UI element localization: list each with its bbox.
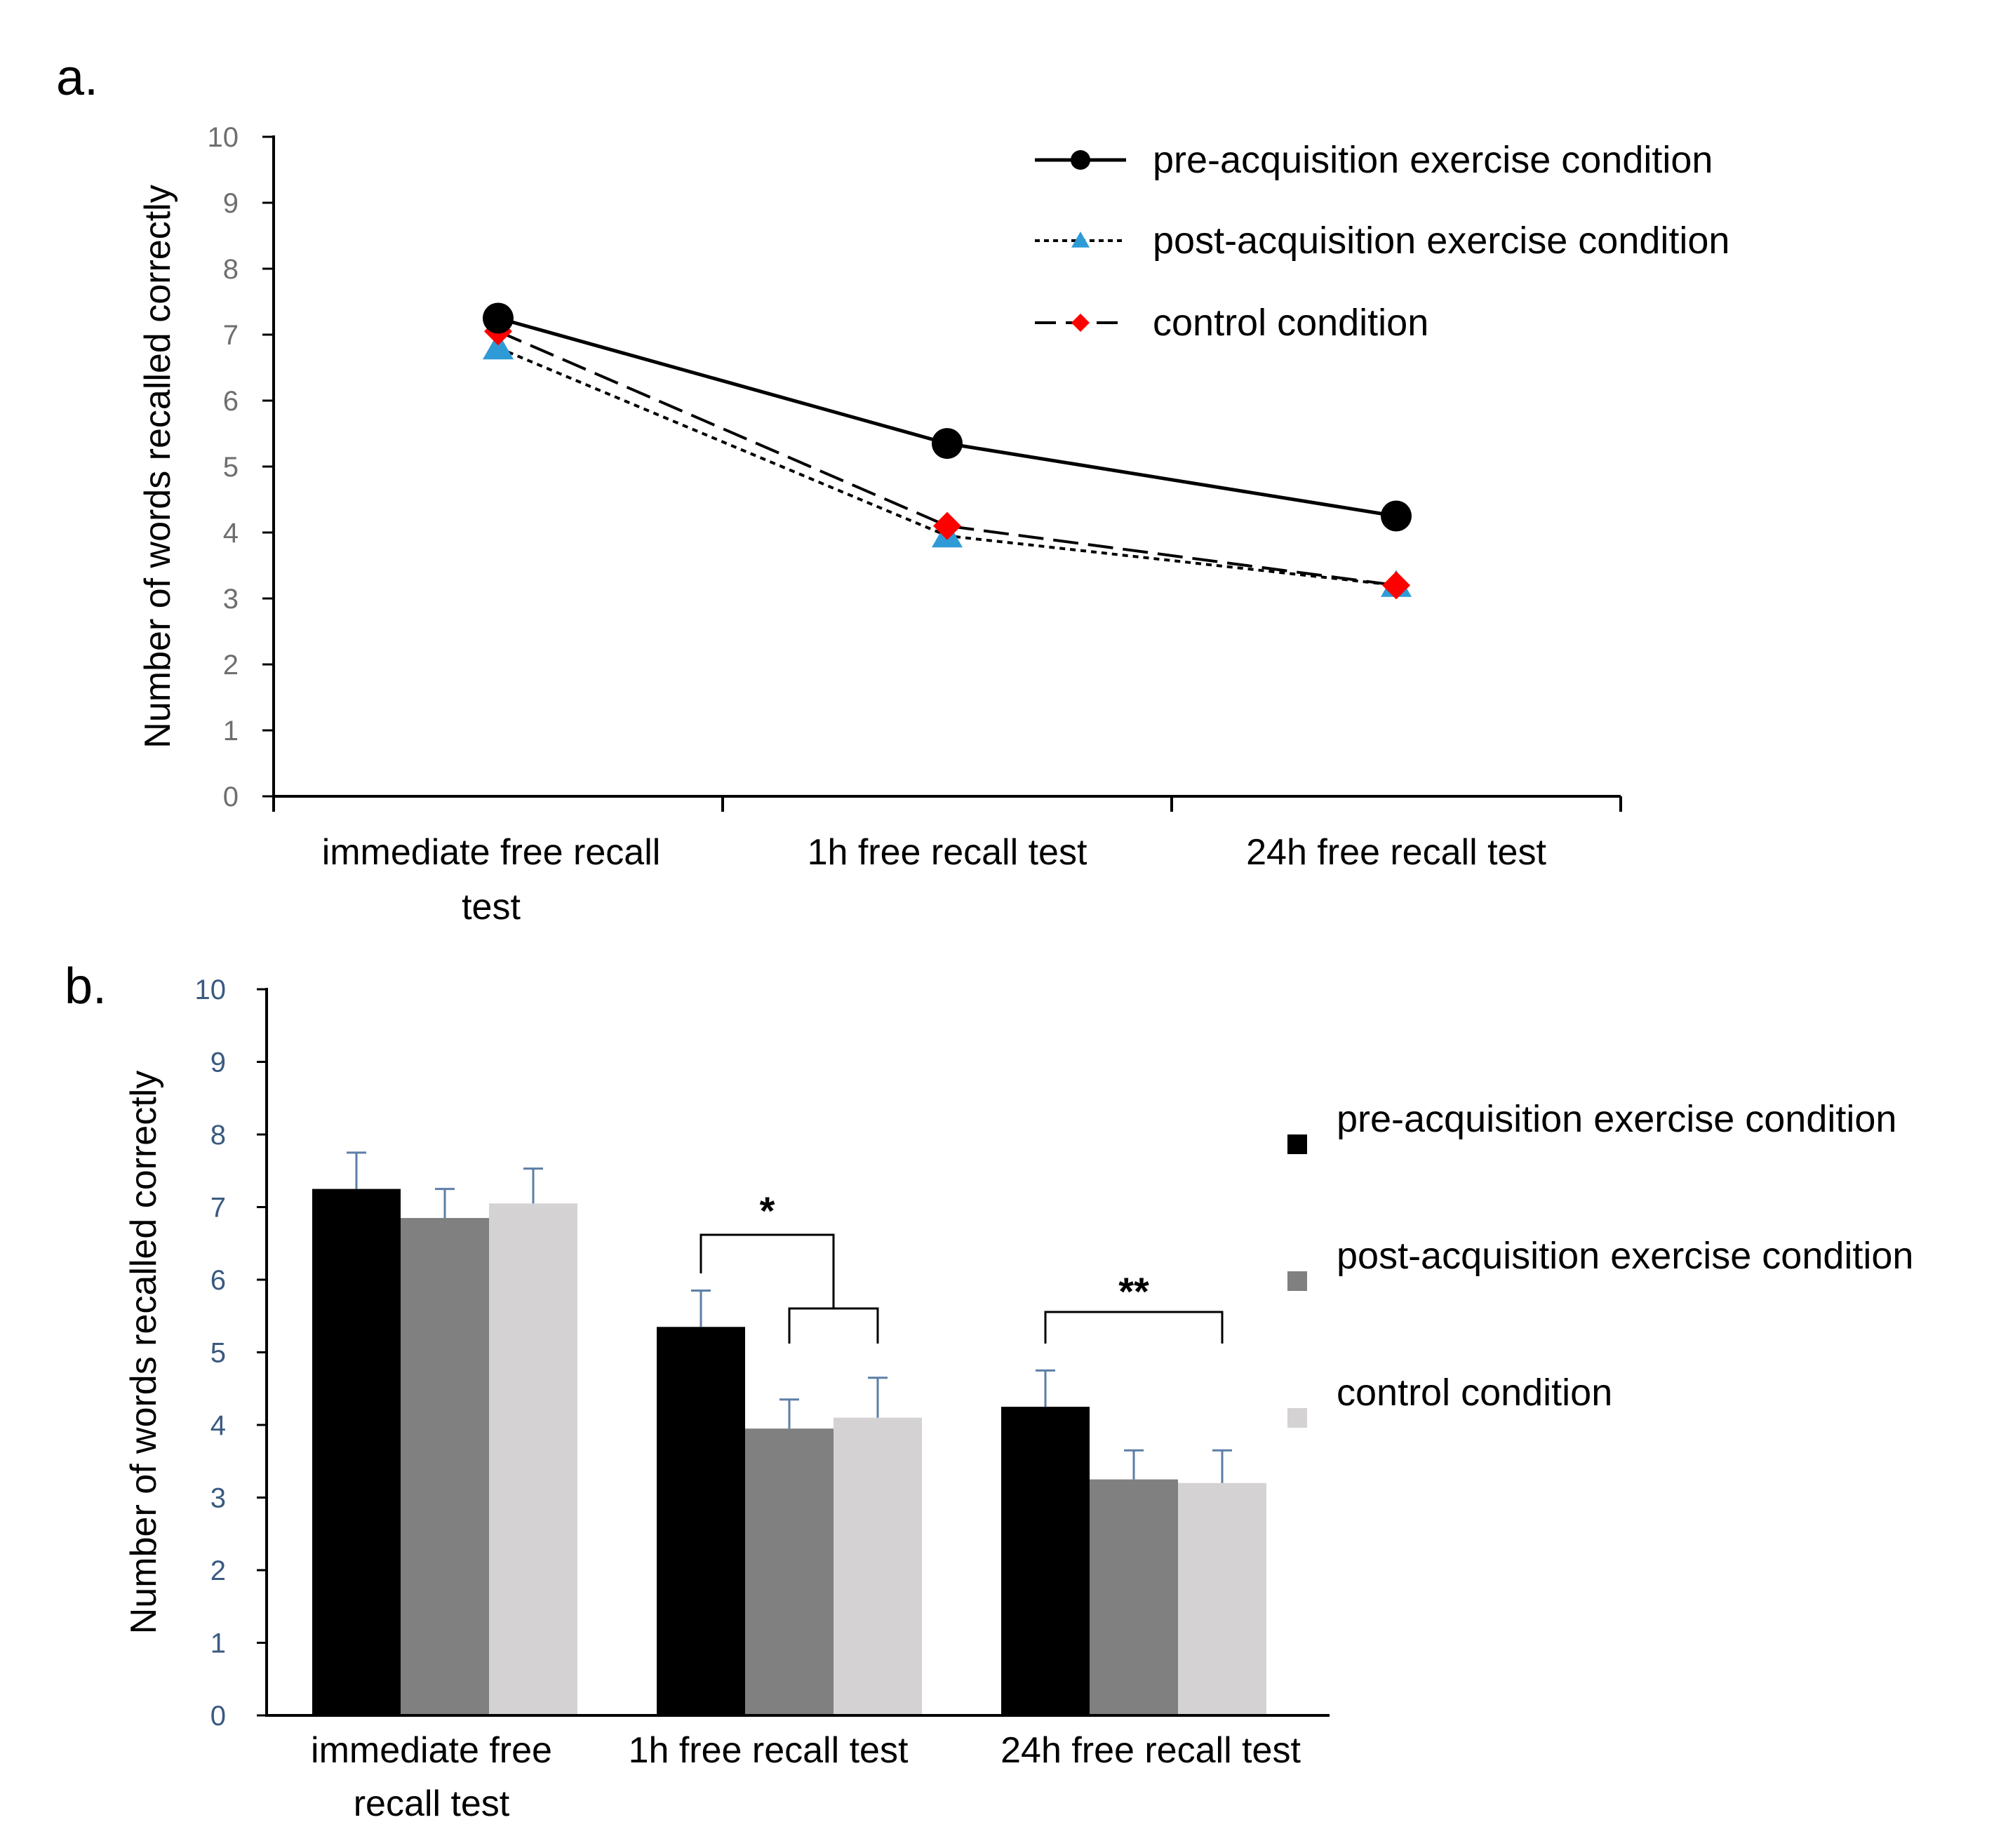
data-point-a — [933, 511, 961, 540]
line-chart-panel: a. 0 1 2 3 4 5 6 7 8 9 10 immediate free recall test 1… — [56, 50, 1729, 928]
y-tick-label-a: 3 — [223, 584, 239, 615]
legend-label-b: pre-acquisition exercise condition — [1337, 1098, 1896, 1140]
x-category-label-b: recall test — [354, 1783, 510, 1824]
series-line-a — [497, 316, 1397, 518]
significance-label-b: ** — [1118, 1269, 1149, 1313]
legend-swatch-b — [1287, 1408, 1307, 1428]
y-axis-title-a: Number of words recalled correctly — [138, 185, 178, 748]
x-category-label-a: 24h free recall test — [1246, 832, 1546, 873]
y-tick-label-a: 4 — [223, 518, 239, 549]
y-tick-label-a: 7 — [223, 320, 239, 351]
bar-b — [401, 1218, 489, 1715]
y-tick-label-b: 9 — [210, 1047, 226, 1078]
y-tick-label-b: 10 — [195, 975, 227, 1005]
y-tick-label-a: 5 — [223, 452, 239, 483]
data-point-a — [483, 302, 514, 334]
legend-label-a: pre-acquisition exercise condition — [1153, 139, 1713, 181]
legend-marker-a — [1071, 150, 1090, 170]
bar-b — [1178, 1482, 1266, 1715]
y-tick-label-b: 4 — [210, 1410, 226, 1441]
y-tick-label-b: 0 — [210, 1701, 226, 1732]
panel-label-a: a. — [56, 50, 98, 106]
x-category-label-a: test — [462, 887, 521, 928]
panel-label-b: b. — [65, 958, 107, 1015]
data-point-a — [1381, 500, 1412, 532]
bar-b — [657, 1327, 745, 1715]
x-category-label-b: immediate free — [311, 1730, 552, 1771]
y-tick-label-b: 7 — [210, 1193, 226, 1224]
y-tick-label-a: 9 — [223, 188, 239, 219]
x-category-label-b: 24h free recall test — [1000, 1730, 1301, 1771]
bar-b — [1001, 1407, 1090, 1715]
significance-bracket-b — [700, 1233, 835, 1308]
legend-marker-a — [1071, 314, 1090, 332]
legend-label-b: control condition — [1337, 1372, 1612, 1414]
bar-chart-panel: b. 0 1 2 3 4 5 6 7 8 9 10 immediate free recall test 1… — [65, 958, 1913, 1824]
bar-b — [312, 1189, 401, 1715]
significance-bracket-b — [1044, 1311, 1224, 1344]
y-tick-label-b: 1 — [210, 1628, 226, 1659]
legend-label-b: post-acquisition exercise condition — [1337, 1235, 1913, 1277]
legend-swatch-b — [1287, 1134, 1307, 1154]
bar-b — [1090, 1479, 1178, 1715]
y-tick-label-a: 8 — [223, 254, 239, 285]
data-point-a — [932, 428, 963, 460]
x-category-label-a: immediate free recall — [322, 832, 661, 873]
y-tick-label-b: 3 — [210, 1483, 226, 1514]
y-tick-label-a: 2 — [223, 650, 239, 681]
bar-b — [745, 1428, 834, 1715]
y-tick-label-a: 0 — [223, 782, 239, 812]
legend-marker-a — [1071, 232, 1090, 248]
series-line-a — [497, 346, 1397, 587]
data-point-a — [483, 332, 514, 360]
x-category-label-b: 1h free recall test — [629, 1730, 909, 1771]
series-line-a — [497, 330, 1397, 587]
significance-bracket-b — [788, 1307, 879, 1344]
legend-label-a: control condition — [1153, 302, 1428, 344]
significance-label-b: * — [760, 1189, 775, 1233]
y-tick-label-b: 8 — [210, 1120, 226, 1151]
bar-b — [834, 1417, 922, 1715]
bar-b — [489, 1203, 577, 1715]
y-tick-label-a: 1 — [223, 716, 239, 746]
legend-label-a: post-acquisition exercise condition — [1153, 220, 1729, 262]
data-point-a — [1382, 571, 1410, 600]
y-tick-label-b: 5 — [210, 1338, 226, 1369]
y-tick-label-b: 2 — [210, 1555, 226, 1586]
x-category-label-a: 1h free recall test — [808, 832, 1087, 873]
y-tick-label-a: 6 — [223, 386, 239, 417]
legend-swatch-b — [1287, 1271, 1307, 1291]
y-tick-label-a: 10 — [208, 122, 239, 153]
y-axis-title-b: Number of words recalled correctly — [123, 1071, 164, 1634]
y-tick-label-b: 6 — [210, 1265, 226, 1296]
